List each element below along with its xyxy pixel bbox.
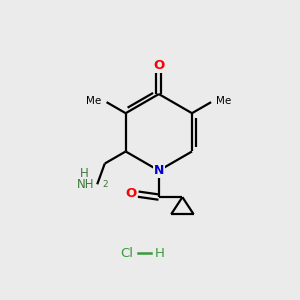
- Text: N: N: [154, 164, 164, 177]
- Text: 2: 2: [102, 180, 108, 189]
- Text: H: H: [154, 247, 164, 260]
- Text: O: O: [125, 187, 136, 200]
- Text: O: O: [153, 59, 164, 72]
- Text: Me: Me: [216, 96, 232, 106]
- Text: NH: NH: [77, 178, 94, 191]
- Text: H: H: [80, 167, 88, 181]
- Text: Cl: Cl: [120, 247, 133, 260]
- Text: Me: Me: [86, 96, 101, 106]
